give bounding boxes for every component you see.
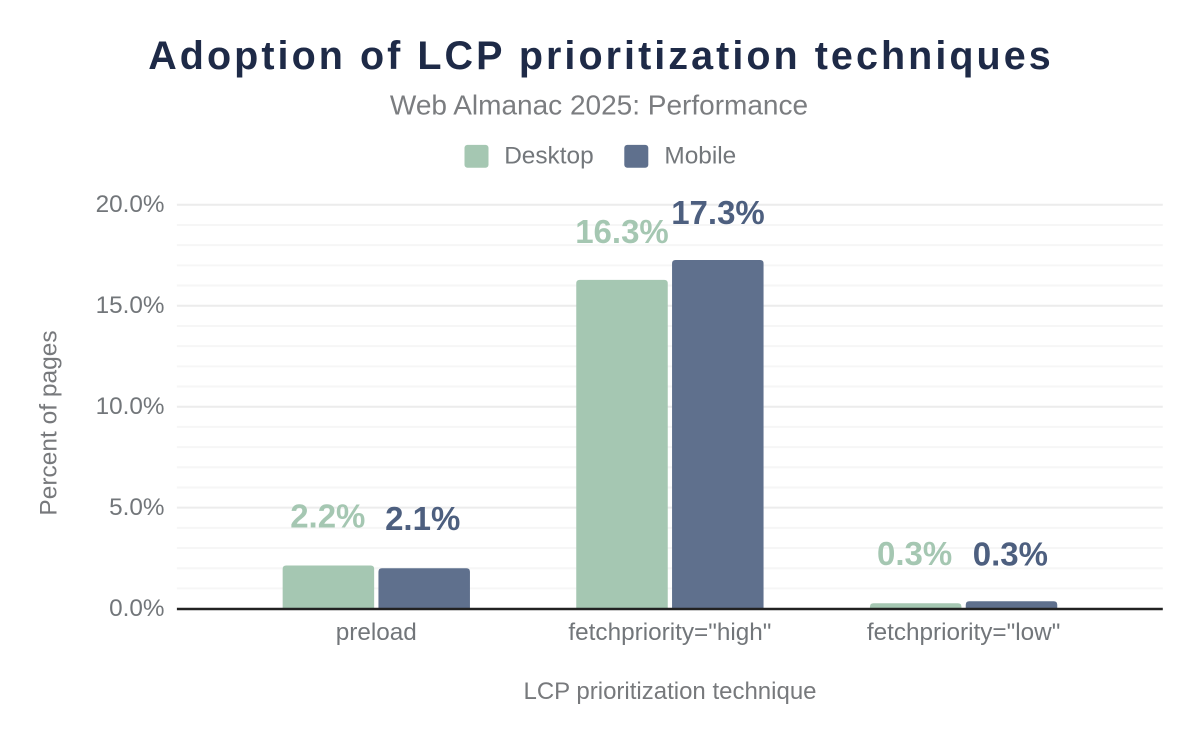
svg-text:5.0%: 5.0% bbox=[109, 494, 164, 521]
svg-text:LCP prioritization technique: LCP prioritization technique bbox=[523, 678, 816, 705]
svg-text:Percent of pages: Percent of pages bbox=[35, 330, 62, 515]
svg-text:10.0%: 10.0% bbox=[96, 393, 165, 420]
svg-text:20.0%: 20.0% bbox=[96, 191, 165, 218]
svg-text:Mobile: Mobile bbox=[664, 143, 736, 170]
svg-text:16.3%: 16.3% bbox=[575, 213, 669, 250]
svg-text:0.3%: 0.3% bbox=[877, 535, 952, 572]
svg-text:2.1%: 2.1% bbox=[385, 500, 460, 537]
svg-text:fetchpriority="low": fetchpriority="low" bbox=[867, 619, 1060, 646]
svg-text:Web Almanac 2025: Performance: Web Almanac 2025: Performance bbox=[390, 89, 808, 120]
svg-text:fetchpriority="high": fetchpriority="high" bbox=[568, 619, 771, 646]
svg-text:17.3%: 17.3% bbox=[671, 194, 765, 231]
svg-text:Adoption of LCP prioritization: Adoption of LCP prioritization technique… bbox=[148, 34, 1054, 78]
svg-text:Desktop: Desktop bbox=[504, 143, 593, 170]
svg-text:0.0%: 0.0% bbox=[109, 595, 164, 622]
svg-text:2.2%: 2.2% bbox=[290, 498, 365, 535]
svg-text:15.0%: 15.0% bbox=[96, 292, 165, 319]
svg-text:0.3%: 0.3% bbox=[973, 535, 1048, 572]
svg-text:preload: preload bbox=[336, 619, 417, 646]
